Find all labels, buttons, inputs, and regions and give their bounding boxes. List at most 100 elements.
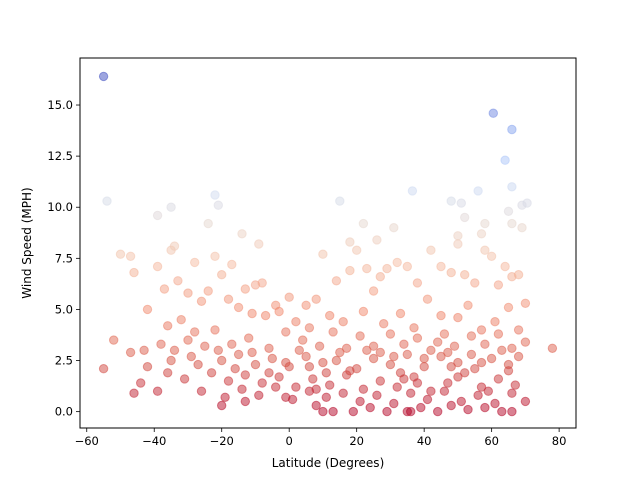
data-point: [254, 390, 264, 400]
data-point: [227, 339, 237, 349]
data-point: [503, 302, 514, 313]
data-point: [412, 378, 423, 388]
data-point: [166, 355, 176, 366]
x-tick-label: 0: [286, 434, 293, 448]
data-point: [358, 384, 369, 394]
data-point: [473, 186, 483, 196]
data-point: [476, 325, 487, 335]
x-axis-label: Latitude (Degrees): [272, 456, 385, 470]
data-point: [156, 339, 166, 349]
data-point: [395, 308, 406, 319]
data-point: [213, 345, 224, 355]
data-point: [449, 341, 460, 351]
data-point: [463, 300, 473, 310]
data-point: [142, 304, 153, 315]
data-point: [507, 124, 517, 135]
data-point: [179, 374, 190, 384]
data-point: [510, 380, 520, 390]
data-point: [436, 351, 446, 362]
data-point: [240, 370, 251, 380]
data-point: [331, 276, 342, 286]
data-point: [422, 394, 433, 405]
data-point: [345, 265, 355, 276]
data-point: [341, 343, 352, 353]
data-point: [308, 374, 318, 384]
data-point: [375, 272, 385, 282]
data-point: [338, 317, 348, 327]
data-point: [331, 355, 342, 366]
data-point: [476, 229, 487, 239]
data-point: [284, 292, 294, 302]
data-point: [453, 357, 463, 368]
y-tick-label: 10.0: [47, 200, 73, 214]
data-point: [520, 396, 531, 407]
data-point: [311, 294, 321, 304]
data-point: [176, 315, 186, 325]
data-point: [493, 374, 504, 384]
data-point: [335, 196, 345, 206]
data-point: [298, 335, 308, 345]
data-point: [291, 382, 301, 392]
data-point: [247, 347, 257, 358]
data-point: [115, 249, 126, 259]
data-point: [463, 404, 473, 415]
data-point: [412, 278, 423, 288]
data-point: [483, 386, 493, 396]
data-point: [365, 402, 375, 413]
data-point: [480, 339, 490, 349]
data-point: [399, 339, 409, 349]
data-point: [488, 108, 498, 118]
plot-frame: [79, 57, 577, 429]
data-point: [522, 198, 532, 208]
data-point: [318, 406, 328, 417]
data-point: [402, 349, 412, 360]
data-point: [355, 331, 365, 341]
data-point: [493, 280, 504, 290]
data-point: [223, 294, 234, 304]
data-point: [250, 359, 261, 370]
data-point: [152, 386, 163, 396]
data-point: [169, 241, 180, 251]
y-tick-label: 0.0: [55, 405, 73, 419]
data-point: [460, 212, 470, 223]
data-point: [362, 345, 372, 355]
data-point: [446, 400, 456, 411]
data-point: [338, 388, 348, 398]
data-point: [173, 276, 183, 286]
data-point: [166, 202, 176, 212]
data-point: [98, 364, 109, 374]
data-point: [426, 386, 436, 396]
data-point: [240, 396, 251, 407]
data-point: [446, 196, 456, 206]
data-point: [392, 382, 402, 392]
data-point: [102, 196, 112, 206]
y-tick-label: 15.0: [47, 98, 73, 112]
data-point: [274, 372, 284, 382]
data-point: [443, 378, 453, 388]
data-point: [480, 218, 490, 229]
data-point: [503, 206, 514, 217]
data-point: [183, 335, 193, 345]
data-point: [456, 198, 466, 208]
data-point: [240, 284, 251, 294]
data-point: [389, 223, 399, 233]
data-point: [264, 368, 274, 378]
data-point: [490, 398, 500, 409]
y-tick-label: 5.0: [55, 302, 73, 316]
data-point: [470, 364, 480, 374]
data-point: [476, 382, 487, 392]
data-point: [318, 249, 328, 259]
data-point: [203, 286, 213, 296]
data-point: [237, 384, 247, 394]
data-point: [196, 296, 207, 306]
data-point: [382, 406, 392, 417]
data-point: [291, 317, 301, 327]
data-point: [480, 245, 490, 255]
data-point: [453, 231, 463, 241]
data-point: [139, 345, 149, 355]
data-point: [368, 353, 379, 364]
data-point: [281, 392, 291, 402]
data-point: [486, 251, 497, 261]
points-layer: [98, 71, 558, 417]
